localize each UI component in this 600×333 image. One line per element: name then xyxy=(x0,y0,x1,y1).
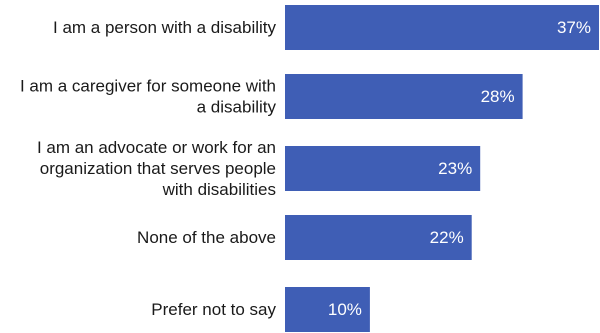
category-label-2: I am an advocate or work for an organizat… xyxy=(37,138,276,199)
category-label-0: I am a person with a disability xyxy=(53,18,276,37)
value-label-3: 22% xyxy=(430,228,464,247)
bar-3 xyxy=(285,215,472,260)
category-label-2-line-2: with disabilities xyxy=(162,180,276,199)
category-label-1: I am a caregiver for someone with a disab… xyxy=(20,77,277,117)
category-label-2-line-0: I am an advocate or work for an xyxy=(37,138,276,157)
value-label-0: 37% xyxy=(557,18,591,37)
category-label-1-line-1: a disability xyxy=(197,98,277,117)
bar-2 xyxy=(285,146,481,191)
bar-0 xyxy=(285,5,599,50)
category-label-3: None of the above xyxy=(137,228,276,247)
category-label-2-line-1: organization that serves people xyxy=(40,159,276,178)
category-label-3-line-0: None of the above xyxy=(137,228,276,247)
category-label-0-line-0: I am a person with a disability xyxy=(53,18,276,37)
category-label-4-line-0: Prefer not to say xyxy=(151,300,276,319)
value-label-1: 28% xyxy=(481,87,515,106)
bars-group xyxy=(285,5,599,332)
category-label-1-line-0: I am a caregiver for someone with xyxy=(20,77,276,96)
bar-1 xyxy=(285,74,523,119)
value-label-4: 10% xyxy=(328,300,362,319)
value-labels-group: 37% 28% 23% 22% 10% xyxy=(328,18,591,319)
value-label-2: 23% xyxy=(438,159,472,178)
category-labels-group: I am a person with a disability I am a ca… xyxy=(20,18,277,319)
bar-4 xyxy=(285,287,370,332)
category-label-4: Prefer not to say xyxy=(151,300,276,319)
